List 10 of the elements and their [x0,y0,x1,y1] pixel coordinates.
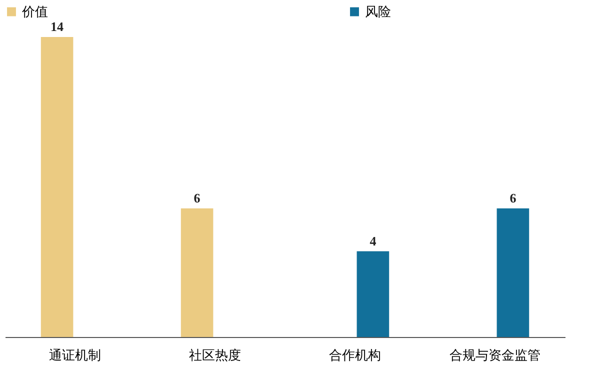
x-tick-label: 社区热度 [189,348,241,362]
x-tick-label: 合作机构 [329,348,381,362]
data-label: 4 [370,233,377,248]
legend-label: 风险 [365,4,391,19]
x-tick-label: 合规与资金监管 [450,348,540,362]
data-label: 6 [194,190,201,206]
data-label: 6 [510,190,517,206]
legend-label: 价值 [21,4,48,19]
x-tick-label: 通证机制 [49,348,101,362]
data-label: 14 [50,19,64,34]
